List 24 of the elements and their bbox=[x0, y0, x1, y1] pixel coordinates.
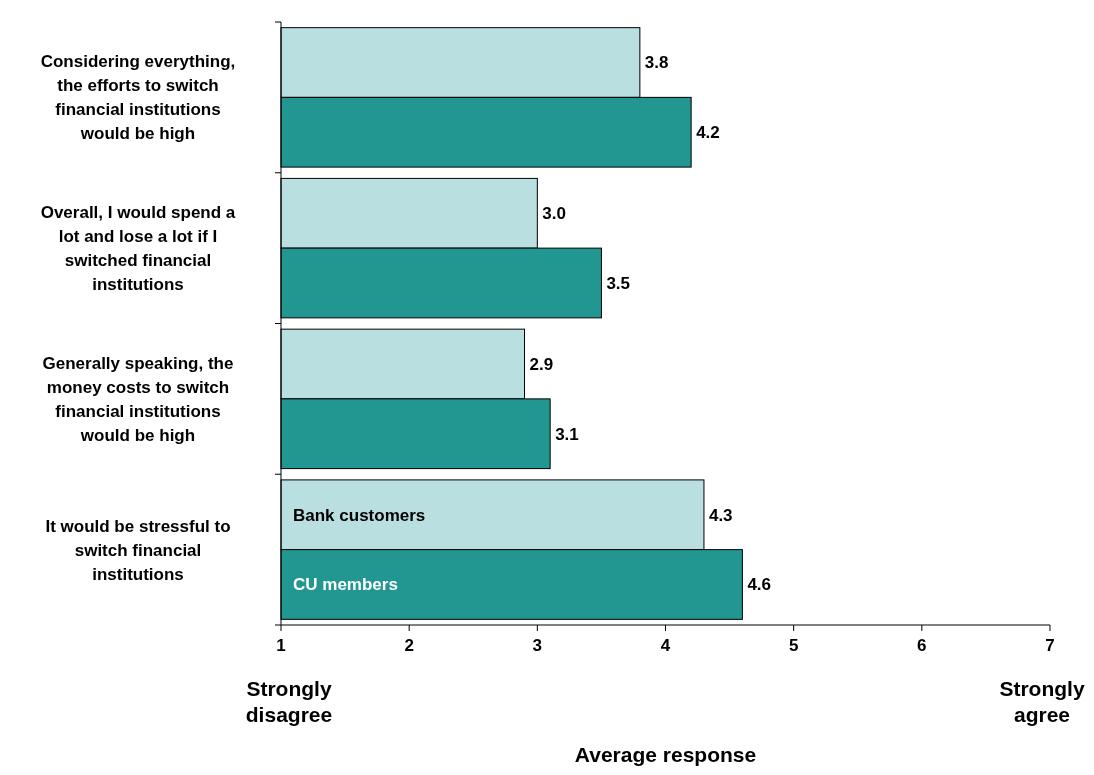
y-tick-label: Overall, I would spend a lot and lose a lot if I switched financial institutions bbox=[40, 203, 236, 295]
data-label: 4.3 bbox=[708, 505, 733, 525]
x-tick-label: 3 bbox=[532, 636, 543, 655]
x-tick-label: 2 bbox=[404, 636, 414, 655]
data-label: 2.9 bbox=[529, 354, 554, 374]
x-tick-label: 4 bbox=[660, 636, 671, 655]
series-label: CU members bbox=[293, 575, 398, 595]
data-label: 3.5 bbox=[606, 273, 631, 293]
x-tick-label: 1 bbox=[276, 636, 286, 655]
data-label: 3.8 bbox=[644, 53, 669, 73]
x-axis-title: Average response bbox=[574, 743, 757, 766]
data-label: 4.2 bbox=[696, 123, 720, 143]
y-tick-label: It would be stressful to switch financial institutions bbox=[45, 516, 231, 584]
data-label: 4.6 bbox=[747, 575, 772, 595]
text: Strongly agree bbox=[999, 677, 1085, 726]
x-tick-label: 5 bbox=[788, 636, 799, 655]
series-label: Bank customers bbox=[293, 505, 426, 525]
text: Strongly disagree bbox=[245, 677, 333, 726]
data-label: 3.1 bbox=[555, 424, 579, 444]
data-label: 3.0 bbox=[542, 204, 566, 224]
y-tick-label: Considering everything, the efforts to switch financial institutions would be high bbox=[40, 52, 236, 144]
x-tick-label: 7 bbox=[1045, 636, 1055, 655]
y-tick-label: Generally speaking, the money costs to switch financial institutions would be high bbox=[42, 353, 234, 445]
x-tick-label: 6 bbox=[917, 636, 927, 655]
